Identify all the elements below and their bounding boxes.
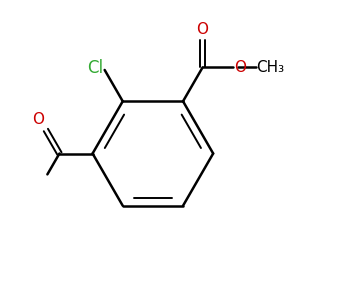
Text: CH₃: CH₃ xyxy=(257,60,285,75)
Text: Cl: Cl xyxy=(87,60,103,77)
Text: O: O xyxy=(234,60,246,75)
Text: O: O xyxy=(196,22,209,37)
Text: O: O xyxy=(32,112,44,127)
